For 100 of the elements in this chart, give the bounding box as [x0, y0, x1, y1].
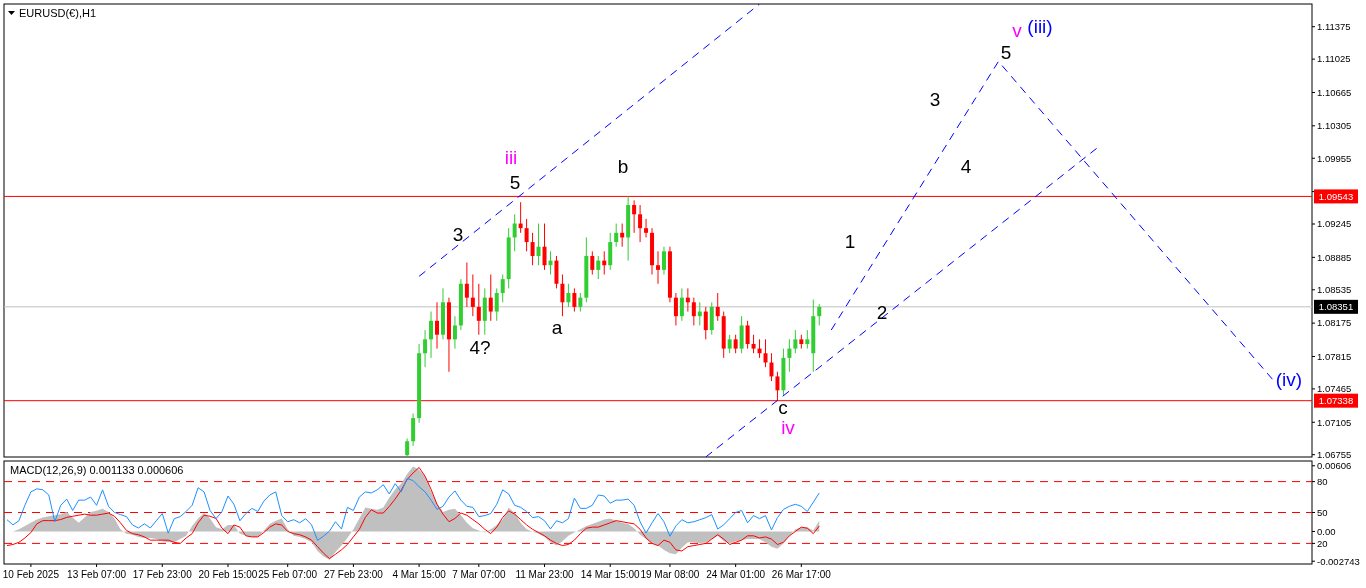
annotation: v — [1012, 19, 1023, 41]
candlestick — [554, 255, 559, 289]
candlestick — [715, 292, 720, 322]
annotation: 2 — [876, 301, 888, 323]
candlestick — [494, 287, 499, 322]
annotation: 4 — [960, 155, 972, 177]
candlestick — [560, 274, 565, 317]
annotation: c — [778, 396, 788, 418]
x-tick-label: 11 Mar 23:00 — [515, 569, 575, 580]
annotation: 4? — [469, 336, 491, 358]
chart-title: EURUSD(€),H1 — [19, 6, 97, 19]
candlestick — [614, 223, 619, 248]
candlestick — [435, 301, 440, 350]
annotation: b — [617, 155, 629, 177]
y2-tick-label: 0.00 — [1317, 525, 1336, 537]
candlestick — [661, 246, 666, 275]
x-tick-label: 17 Feb 23:00 — [132, 569, 193, 580]
candlestick — [644, 218, 649, 238]
candlestick — [470, 274, 475, 317]
y2-tick-label: 0.00606 — [1317, 460, 1352, 472]
candlestick — [482, 287, 487, 336]
x-tick-label: 14 Mar 15:00 — [580, 569, 641, 580]
ref-line-label: 1.08351 — [1318, 301, 1354, 313]
annotation: 3 — [452, 223, 464, 245]
candlestick — [787, 338, 792, 373]
candlestick — [769, 352, 774, 382]
y-tick-label: 1.11025 — [1317, 53, 1351, 65]
y-tick-label: 1.08885 — [1317, 251, 1352, 263]
candlestick — [638, 204, 643, 243]
candlestick — [429, 311, 434, 359]
ref-line-label: 1.09543 — [1318, 190, 1354, 202]
annotation: a — [551, 316, 563, 338]
candlestick — [572, 287, 577, 313]
annotation: (iii) — [1027, 15, 1053, 37]
candlestick — [691, 297, 696, 326]
candlestick — [512, 213, 517, 252]
annotation: 5 — [1000, 41, 1012, 63]
candlestick — [775, 371, 780, 401]
candlestick — [751, 334, 756, 354]
candlestick — [733, 334, 738, 354]
x-tick-label: 19 Mar 08:00 — [640, 569, 700, 580]
annotation: iii — [504, 146, 518, 168]
candlestick — [500, 274, 505, 303]
candlestick — [596, 255, 601, 280]
candlestick — [590, 250, 595, 275]
x-tick-label: 26 Mar 17:00 — [771, 569, 832, 580]
candlestick — [679, 287, 684, 322]
y-tick-label: 1.07105 — [1317, 416, 1352, 428]
x-tick-label: 10 Feb 2025 — [2, 569, 60, 580]
candlestick — [727, 334, 732, 354]
candlestick — [536, 223, 541, 266]
candlestick — [709, 301, 714, 336]
candlestick — [578, 292, 583, 313]
candlestick — [656, 250, 660, 285]
y-tick-label: 1.08175 — [1317, 317, 1352, 329]
x-tick-label: 24 Mar 01:00 — [706, 569, 766, 580]
y-tick-label: 80 — [1317, 475, 1328, 487]
y-tick-label: 1.08535 — [1317, 284, 1352, 296]
y-tick-label: 1.10305 — [1317, 120, 1352, 132]
candlestick — [542, 223, 547, 271]
candlestick — [793, 329, 798, 354]
candlestick — [524, 218, 529, 252]
x-tick-label: 13 Feb 07:00 — [67, 569, 127, 580]
y-tick-label: 1.06755 — [1317, 449, 1352, 461]
candlestick — [476, 283, 481, 336]
annotation: 5 — [509, 171, 521, 193]
annotation: iv — [781, 416, 796, 438]
candlestick — [673, 292, 678, 326]
y-tick-label: 1.07465 — [1317, 383, 1352, 395]
candlestick — [411, 412, 416, 447]
candlestick — [488, 274, 493, 322]
candlestick — [817, 303, 822, 326]
y2-tick-label: -0.002743 — [1317, 555, 1360, 567]
x-tick-label: 4 Mar 15:00 — [392, 569, 447, 580]
candlestick — [745, 320, 750, 350]
candlestick — [566, 283, 571, 308]
y-tick-label: 20 — [1317, 537, 1328, 549]
candlestick — [423, 329, 428, 368]
candlestick — [805, 329, 810, 350]
x-tick-label: 27 Feb 23:00 — [323, 569, 384, 580]
y-tick-label: 1.09245 — [1317, 218, 1352, 230]
y-tick-label: 1.07815 — [1317, 350, 1352, 362]
annotation: 1 — [844, 230, 856, 252]
candlestick — [452, 315, 457, 350]
candlestick — [632, 199, 637, 234]
x-tick-label: 20 Feb 15:00 — [198, 569, 258, 580]
y-tick-label: 50 — [1317, 506, 1328, 518]
candlestick — [464, 261, 469, 308]
annotation: 3 — [929, 88, 941, 110]
candlestick — [608, 232, 613, 271]
candlestick — [763, 338, 768, 368]
x-tick-label: 25 Feb 07:00 — [258, 569, 318, 580]
y-tick-label: 1.09955 — [1317, 152, 1352, 164]
candlestick — [530, 232, 535, 266]
candlestick — [739, 315, 744, 354]
y-tick-label: 1.11375 — [1317, 21, 1351, 33]
candlestick — [703, 306, 708, 340]
ref-line-label: 1.07338 — [1318, 395, 1354, 406]
annotation: (iv) — [1275, 368, 1303, 390]
y-tick-label: 1.10665 — [1317, 86, 1352, 98]
